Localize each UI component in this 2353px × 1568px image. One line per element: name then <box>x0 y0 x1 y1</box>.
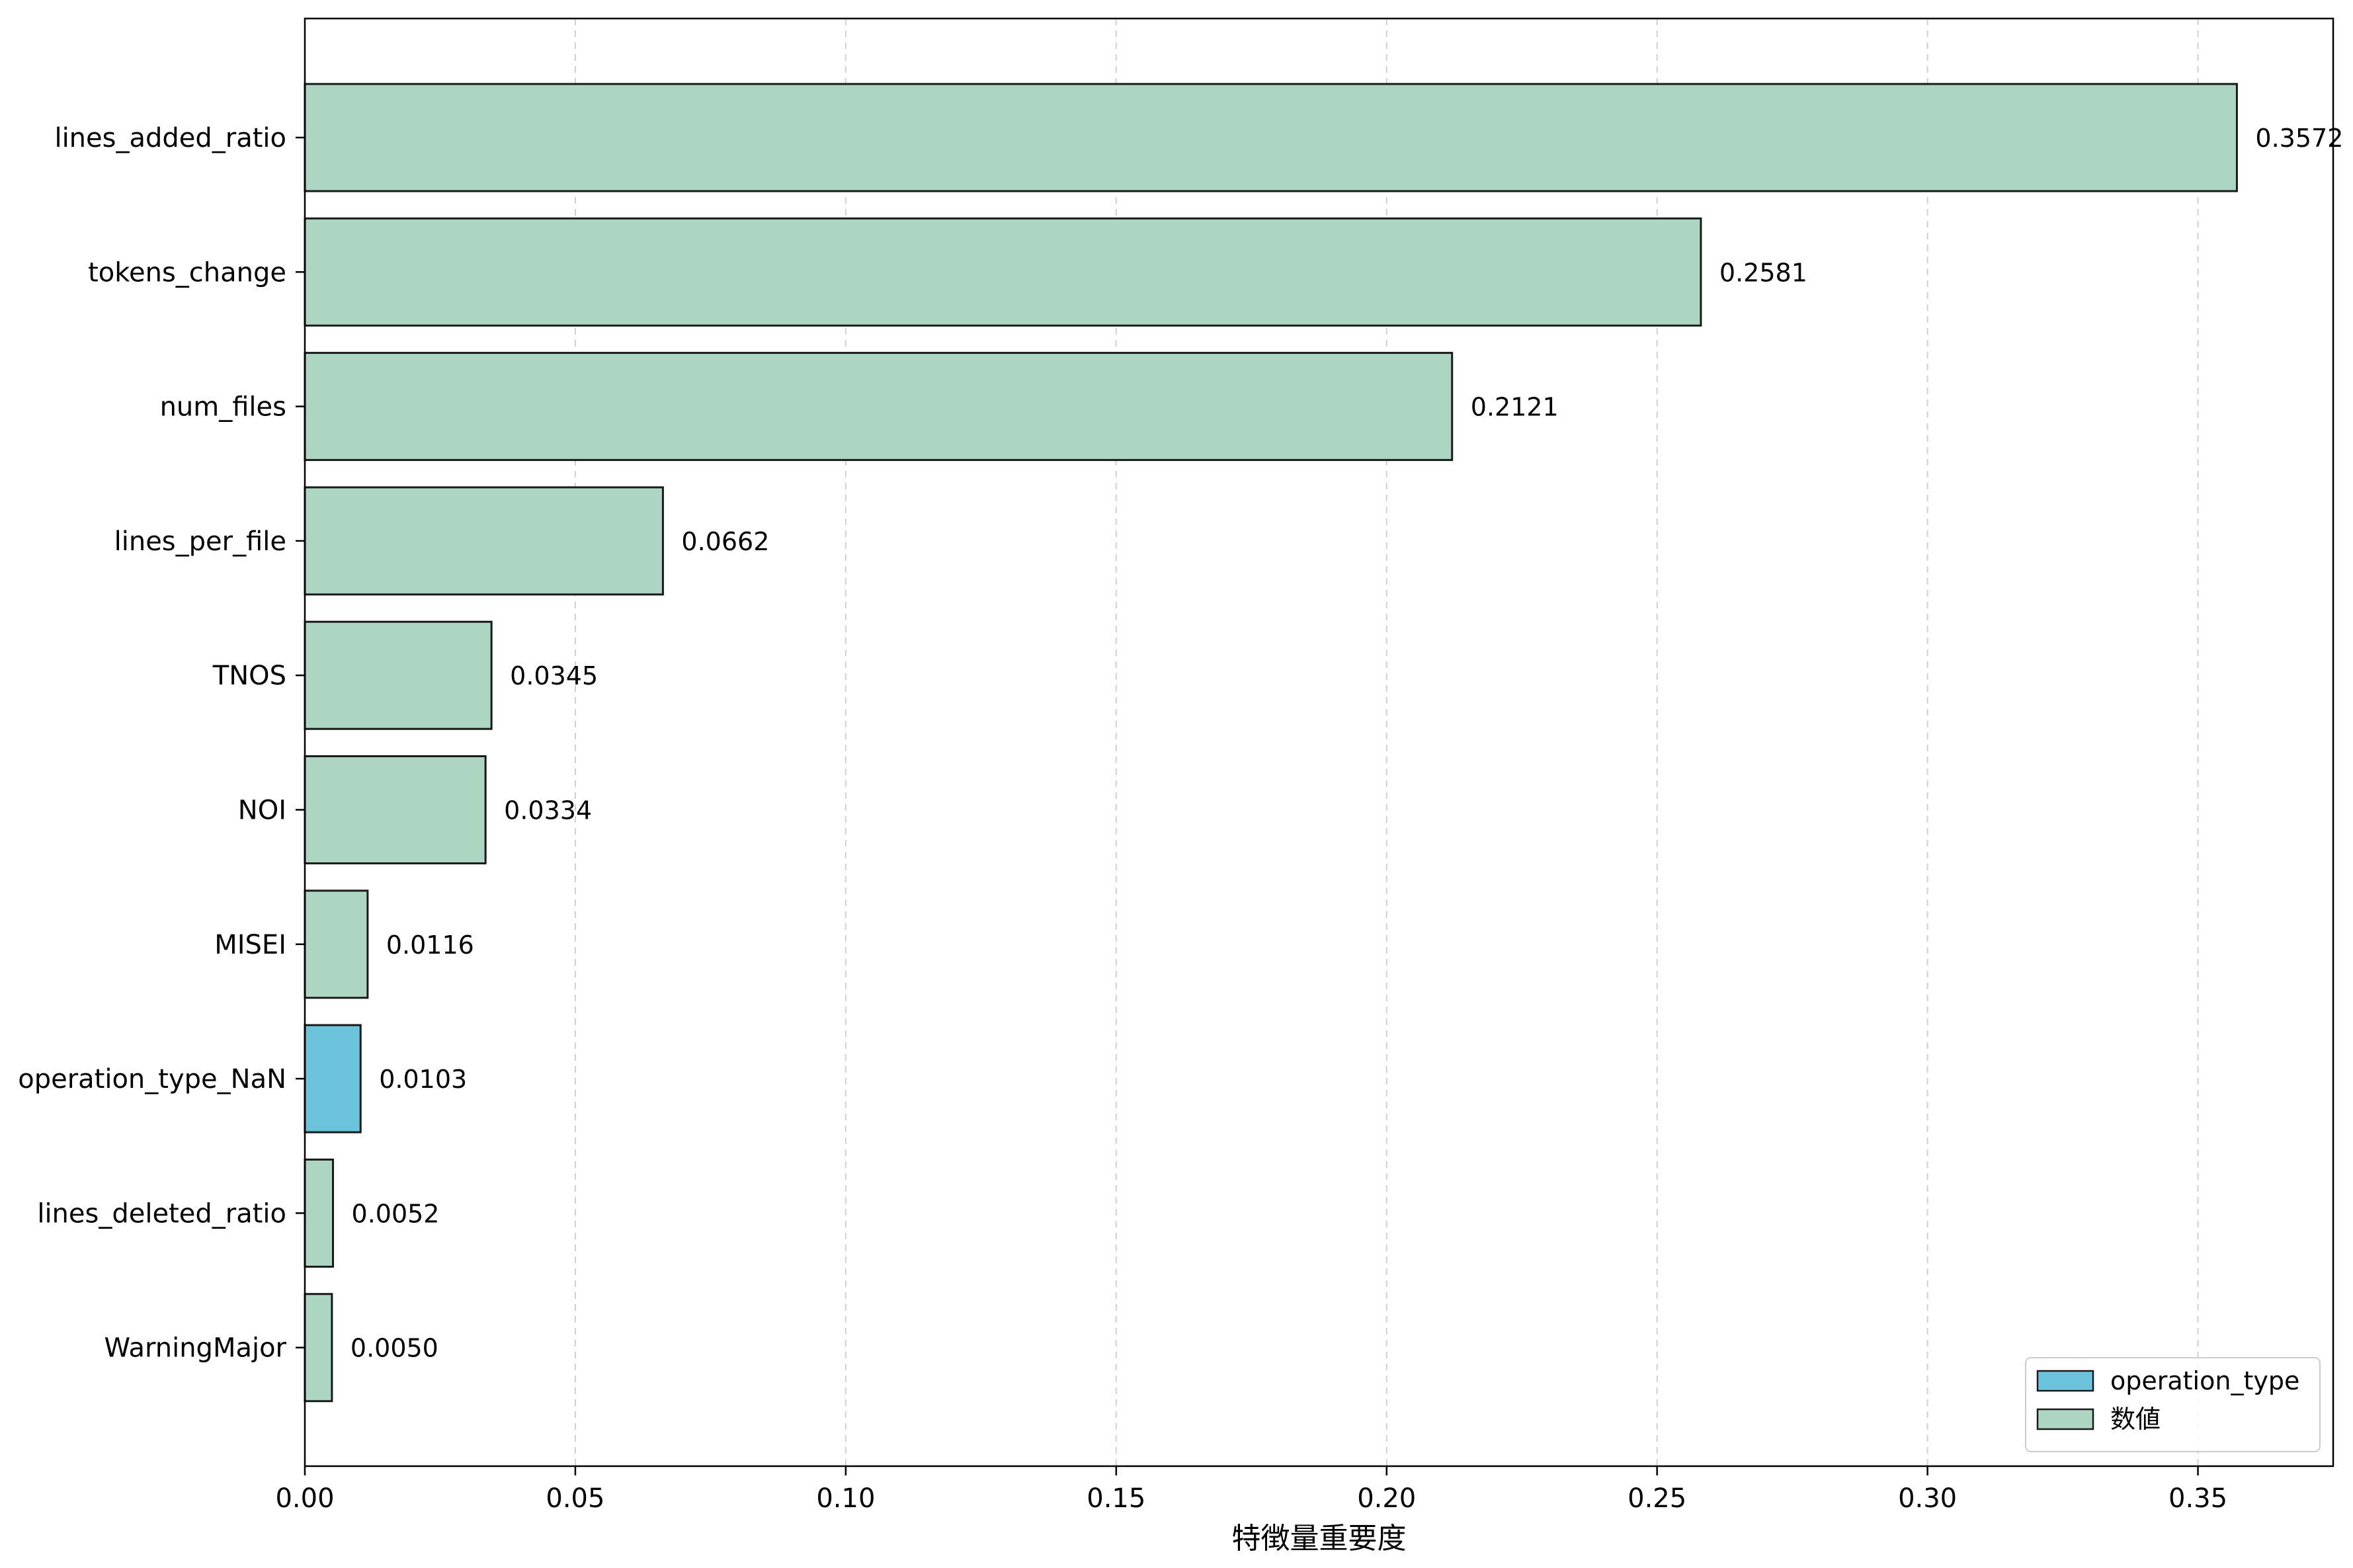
y-tick-label-lines_deleted_ratio: lines_deleted_ratio <box>37 1198 286 1229</box>
value-label-NOI: 0.0334 <box>504 796 592 825</box>
x-tick-label: 0.00 <box>275 1483 334 1514</box>
y-tick-label-MISEI: MISEI <box>214 930 286 960</box>
bars <box>304 83 2238 1403</box>
bar-TNOS <box>304 620 493 730</box>
y-tick-label-operation_type_NaN: operation_type_NaN <box>18 1064 286 1094</box>
legend-box <box>2025 1357 2321 1452</box>
value-label-TNOS: 0.0345 <box>510 661 598 690</box>
value-label-MISEI: 0.0116 <box>386 930 474 960</box>
y-tick-label-lines_added_ratio: lines_added_ratio <box>54 123 286 153</box>
bar-num_files <box>304 352 1454 462</box>
value-label-lines_deleted_ratio: 0.0052 <box>352 1199 440 1228</box>
bar-WarningMajor <box>304 1293 333 1403</box>
y-tick-label-tokens_change: tokens_change <box>88 257 286 288</box>
bar-lines_deleted_ratio <box>304 1158 335 1268</box>
value-label-tokens_change: 0.2581 <box>1719 258 1807 287</box>
x-axis-ticks: 0.00 0.05 0.10 0.15 0.20 0.25 0.30 0.35 <box>275 1466 2227 1514</box>
legend-entry-label: operation_type <box>2110 1366 2299 1395</box>
y-tick-label-WarningMajor: WarningMajor <box>104 1333 286 1364</box>
bar-lines_added_ratio <box>304 83 2238 192</box>
legend-swatch <box>2036 1370 2094 1392</box>
bar-tokens_change <box>304 217 1702 327</box>
value-label-num_files: 0.2121 <box>1471 393 1559 422</box>
y-tick-label-TNOS: TNOS <box>212 661 286 691</box>
value-labels: 0.3572 0.2581 0.2121 0.0662 0.0345 0.0334 0.01… <box>351 124 2343 1363</box>
bar-lines_per_file <box>304 486 664 596</box>
legend-entry-label: 数値 <box>2110 1405 2161 1434</box>
value-label-lines_added_ratio: 0.3572 <box>2255 124 2343 153</box>
plot-frame <box>304 17 2334 1467</box>
bar-MISEI <box>304 889 369 999</box>
legend-swatch <box>2036 1408 2094 1430</box>
x-tick-label: 0.05 <box>546 1483 604 1514</box>
value-label-operation_type_NaN: 0.0103 <box>379 1065 467 1094</box>
x-tick-label: 0.15 <box>1087 1483 1145 1514</box>
y-tick-label-NOI: NOI <box>238 796 286 826</box>
y-tick-label-lines_per_file: lines_per_file <box>114 526 286 557</box>
x-tick-label: 0.25 <box>1628 1483 1686 1514</box>
y-axis-ticks: lines_added_ratio tokens_change num_filesl… <box>18 123 305 1364</box>
x-tick-label: 0.10 <box>816 1483 875 1514</box>
value-label-lines_per_file: 0.0662 <box>681 527 769 556</box>
legend: operation_type 数値 <box>2025 1357 2321 1452</box>
x-tick-label: 0.30 <box>1898 1483 1957 1514</box>
bar-operation_type_NaN <box>304 1024 362 1134</box>
y-tick-label-num_files: num_files <box>160 392 286 423</box>
value-label-WarningMajor: 0.0050 <box>351 1334 438 1363</box>
x-tick-label: 0.20 <box>1357 1483 1416 1514</box>
x-axis-title: 特徴量重要度 <box>1232 1522 1407 1555</box>
x-tick-label: 0.35 <box>2168 1483 2227 1514</box>
bar-NOI <box>304 755 487 864</box>
